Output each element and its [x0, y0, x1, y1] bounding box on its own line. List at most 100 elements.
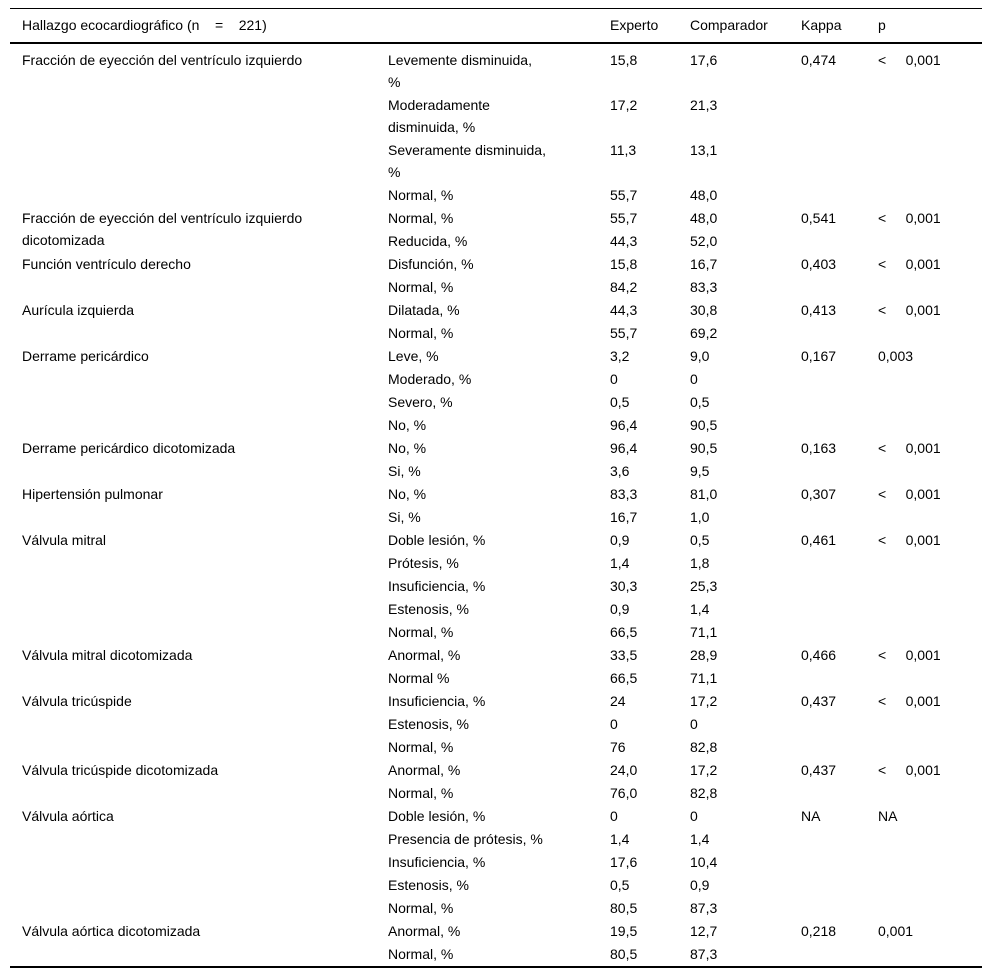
kappa-value: 0,461	[801, 532, 837, 548]
comparador-value: 10,4	[690, 854, 718, 870]
table-row: Estenosis, % 0 0	[10, 713, 982, 736]
experto-value: 80,5	[610, 946, 638, 962]
experto-value: 15,8	[610, 52, 638, 68]
experto-value: 0	[610, 716, 618, 732]
experto-value: 17,6	[610, 854, 638, 870]
subcategory-label: Si, %	[388, 509, 421, 525]
comparador-value: 83,3	[690, 279, 718, 295]
experto-value: 66,5	[610, 670, 638, 686]
table-row: Función ventrículo derecho Disfunción, % 1…	[10, 253, 982, 276]
subcategory-label: Disfunción, %	[388, 256, 474, 272]
comparador-value: 17,2	[690, 762, 718, 778]
subcategory-label: Severamente disminuida, %	[388, 142, 546, 180]
table-row: Aurícula izquierda Dilatada, % 44,3 30,8 0,4…	[10, 299, 982, 322]
experto-value: 11,3	[610, 142, 637, 158]
experto-value: 66,5	[610, 624, 638, 640]
comparador-value: 1,8	[690, 555, 710, 571]
table-row: Normal % 66,5 71,1	[10, 667, 982, 690]
subcategory-label: Normal, %	[388, 900, 454, 916]
table-row: Normal, % 76,0 82,8	[10, 782, 982, 805]
table-row: Hipertensión pulmonar No, % 83,3 81,0 0,307 <…	[10, 483, 982, 506]
experto-value: 24,0	[610, 762, 638, 778]
experto-value: 0,9	[610, 532, 630, 548]
table-row: Reducida, % 44,3 52,0	[10, 230, 982, 253]
table-row: Normal, % 55,7 69,2	[10, 322, 982, 345]
experto-value: 96,4	[610, 417, 638, 433]
column-header-p: p	[878, 8, 982, 44]
comparador-value: 17,2	[690, 693, 718, 709]
comparador-value: 9,5	[690, 463, 710, 479]
subcategory-label: No, %	[388, 417, 427, 433]
table-row: Válvula tricúspide dicotomizada Anormal, …	[10, 759, 982, 782]
subcategory-label: Severo, %	[388, 394, 453, 410]
experto-value: 96,4	[610, 440, 638, 456]
experto-value: 76,0	[610, 785, 638, 801]
experto-value: 16,7	[610, 509, 638, 525]
p-value: < 0,001	[878, 52, 941, 68]
table-row: Si, % 16,7 1,0	[10, 506, 982, 529]
comparador-value: 0	[690, 808, 698, 824]
column-header-experto: Experto	[610, 8, 690, 44]
table-row: Moderado, % 0 0	[10, 368, 982, 391]
table-row: Válvula aórtica dicotomizada Anormal, % 19…	[10, 920, 982, 943]
comparador-value: 16,7	[690, 256, 718, 272]
finding-label: Fracción de eyección del ventrículo izqu…	[22, 210, 303, 248]
table-row: Válvula aórtica Doble lesión, % 0 0 NA NA	[10, 805, 982, 828]
table-row: Válvula tricúspide Insuficiencia, % 24 17,2…	[10, 690, 982, 713]
finding-label: Fracción de eyección del ventrículo izqu…	[22, 52, 303, 68]
subcategory-label: Doble lesión, %	[388, 532, 486, 548]
subcategory-label: Insuficiencia, %	[388, 578, 486, 594]
table-row: Normal, % 84,2 83,3	[10, 276, 982, 299]
subcategory-label: Levemente disminuida, %	[388, 52, 532, 90]
finding-label: Válvula tricúspide dicotomizada	[22, 762, 219, 778]
table-row: Severo, % 0,5 0,5	[10, 391, 982, 414]
subcategory-label: No, %	[388, 440, 427, 456]
experto-value: 0,5	[610, 394, 630, 410]
experto-value: 24	[610, 693, 626, 709]
experto-value: 3,6	[610, 463, 630, 479]
experto-value: 44,3	[610, 233, 638, 249]
column-header-comparador: Comparador	[690, 8, 801, 44]
subcategory-label: Dilatada, %	[388, 302, 460, 318]
comparador-value: 1,4	[690, 831, 710, 847]
subcategory-label: Si, %	[388, 463, 421, 479]
finding-label: Válvula aórtica dicotomizada	[22, 923, 201, 939]
kappa-value: 0,437	[801, 693, 837, 709]
subcategory-label: Estenosis, %	[388, 716, 469, 732]
experto-value: 0,5	[610, 877, 630, 893]
subcategory-label: Normal, %	[388, 946, 454, 962]
experto-value: 33,5	[610, 647, 638, 663]
table-row: Prótesis, % 1,4 1,8	[10, 552, 982, 575]
p-value: < 0,001	[878, 762, 941, 778]
comparador-value: 82,8	[690, 739, 718, 755]
experto-value: 3,2	[610, 348, 630, 364]
p-value: 0,001	[878, 923, 914, 939]
subcategory-label: Insuficiencia, %	[388, 854, 486, 870]
subcategory-label: Estenosis, %	[388, 877, 469, 893]
comparador-value: 69,2	[690, 325, 718, 341]
finding-label: Derrame pericárdico	[22, 348, 149, 364]
kappa-value: 0,403	[801, 256, 837, 272]
comparador-value: 0	[690, 716, 698, 732]
experto-value: 76	[610, 739, 626, 755]
table-row: Derrame pericárdico dicotomizada No, % 96,…	[10, 437, 982, 460]
table-header: Hallazgo ecocardiográfico (n = 221) Expe…	[10, 8, 982, 44]
finding-label: Válvula tricúspide	[22, 693, 132, 709]
finding-label: Función ventrículo derecho	[22, 256, 191, 272]
kappa-value: 0,167	[801, 348, 837, 364]
table-row: Presencia de prótesis, % 1,4 1,4	[10, 828, 982, 851]
p-value: < 0,001	[878, 256, 941, 272]
subcategory-label: Moderadamente disminuida, %	[388, 97, 490, 135]
comparador-value: 30,8	[690, 302, 718, 318]
experto-value: 83,3	[610, 486, 638, 502]
table-row: Válvula mitral Doble lesión, % 0,9 0,5 0,461…	[10, 529, 982, 552]
subcategory-label: Anormal, %	[388, 647, 461, 663]
subcategory-label: Moderado, %	[388, 371, 472, 387]
table-row: Normal, % 66,5 71,1	[10, 621, 982, 644]
comparador-value: 71,1	[690, 670, 718, 686]
experto-value: 15,8	[610, 256, 638, 272]
p-value: 0,003	[878, 348, 914, 364]
kappa-value: 0,413	[801, 302, 837, 318]
finding-label: Válvula aórtica	[22, 808, 114, 824]
table-row: No, % 96,4 90,5	[10, 414, 982, 437]
